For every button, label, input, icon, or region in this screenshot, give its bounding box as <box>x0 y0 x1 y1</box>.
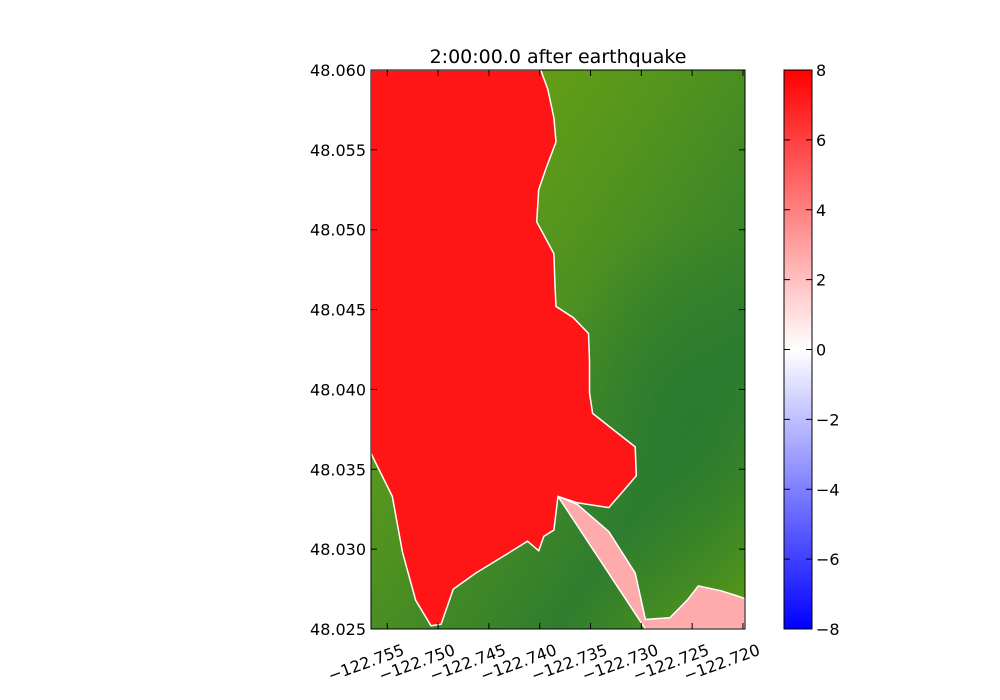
y-tick-label: 48.050 <box>310 221 366 240</box>
colorbar: −8 −6 −4 −2 0 2 4 6 8 <box>783 61 840 639</box>
y-tick-label: 48.055 <box>310 141 366 160</box>
shore-inundation-band <box>556 494 745 629</box>
plot-frame <box>370 69 746 630</box>
colorbar-tick-label: −4 <box>816 480 840 499</box>
colorbar-tick-label: −8 <box>816 620 840 639</box>
colorbar-axis: −8 −6 −4 −2 0 2 4 6 8 <box>784 61 840 639</box>
colorbar-tick-label: −2 <box>816 410 840 429</box>
colorbar-tick-label: 2 <box>816 271 826 290</box>
plot-area <box>371 70 745 629</box>
colorbar-tick-label: 6 <box>816 131 826 150</box>
colorbar-tick-label: 4 <box>816 201 826 220</box>
colorbar-tick-label: 8 <box>816 61 826 80</box>
y-tick-label: 48.030 <box>310 540 366 559</box>
wave-height-overlay <box>371 70 638 627</box>
y-tick-label: 48.025 <box>310 620 366 639</box>
y-axis: 48.025 48.030 48.035 48.040 48.045 48.050 48.0… <box>310 61 745 639</box>
chart-title: 2:00:00.0 after earthquake <box>430 46 687 68</box>
colorbar-tick-label: 0 <box>816 341 826 360</box>
y-tick-label: 48.040 <box>310 380 366 399</box>
colorbar-tick-label: −6 <box>816 550 840 569</box>
y-tick-label: 48.045 <box>310 301 366 320</box>
y-tick-label: 48.035 <box>310 460 366 479</box>
y-tick-label: 48.060 <box>310 61 366 80</box>
